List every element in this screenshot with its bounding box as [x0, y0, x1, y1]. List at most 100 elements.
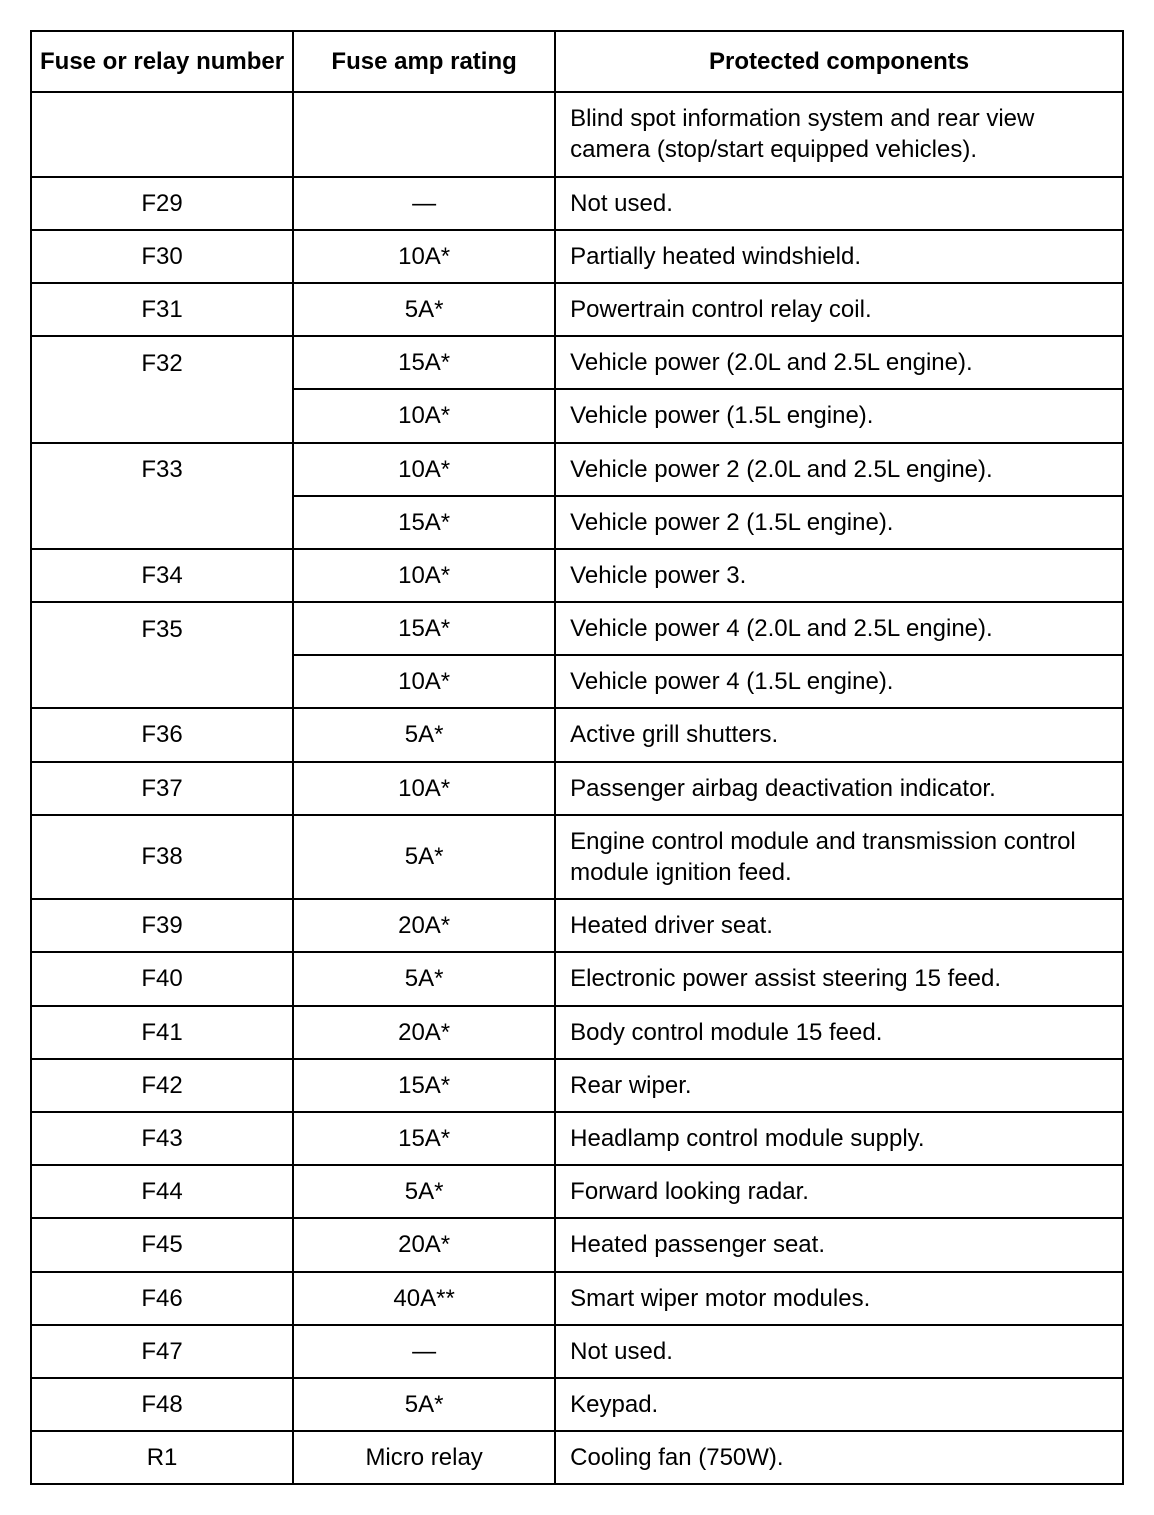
- cell-component: Vehicle power 4 (2.0L and 2.5L engine).: [555, 602, 1123, 655]
- cell-fuse: [31, 496, 293, 549]
- table-row: F3215A*Vehicle power (2.0L and 2.5L engi…: [31, 336, 1123, 389]
- cell-fuse: F38: [31, 815, 293, 899]
- cell-rating: 20A*: [293, 1006, 555, 1059]
- cell-component: Headlamp control module supply.: [555, 1112, 1123, 1165]
- table-row: F485A*Keypad.: [31, 1378, 1123, 1431]
- table-row: Blind spot information system and rear v…: [31, 92, 1123, 176]
- table-row: F4315A*Headlamp control module supply.: [31, 1112, 1123, 1165]
- table-row: F3010A*Partially heated windshield.: [31, 230, 1123, 283]
- cell-component: Vehicle power 2 (1.5L engine).: [555, 496, 1123, 549]
- cell-component: Rear wiper.: [555, 1059, 1123, 1112]
- cell-rating: 10A*: [293, 389, 555, 442]
- cell-component: Cooling fan (750W).: [555, 1431, 1123, 1484]
- cell-fuse: F32: [31, 336, 293, 389]
- cell-fuse: F46: [31, 1272, 293, 1325]
- col-header-component: Protected components: [555, 31, 1123, 92]
- cell-fuse: F40: [31, 952, 293, 1005]
- table-row: 15A*Vehicle power 2 (1.5L engine).: [31, 496, 1123, 549]
- cell-rating: 15A*: [293, 1059, 555, 1112]
- cell-fuse: F35: [31, 602, 293, 655]
- cell-component: Body control module 15 feed.: [555, 1006, 1123, 1059]
- cell-component: Vehicle power 3.: [555, 549, 1123, 602]
- cell-fuse: F33: [31, 443, 293, 496]
- table-row: F405A*Electronic power assist steering 1…: [31, 952, 1123, 1005]
- col-header-fuse: Fuse or relay number: [31, 31, 293, 92]
- cell-component: Vehicle power (2.0L and 2.5L engine).: [555, 336, 1123, 389]
- cell-component: Vehicle power 4 (1.5L engine).: [555, 655, 1123, 708]
- table-row: F3710A*Passenger airbag deactivation ind…: [31, 762, 1123, 815]
- cell-rating: 10A*: [293, 230, 555, 283]
- cell-fuse: F30: [31, 230, 293, 283]
- cell-component: Active grill shutters.: [555, 708, 1123, 761]
- cell-component: Partially heated windshield.: [555, 230, 1123, 283]
- cell-rating: [293, 92, 555, 176]
- table-row: F3515A*Vehicle power 4 (2.0L and 2.5L en…: [31, 602, 1123, 655]
- cell-component: Vehicle power (1.5L engine).: [555, 389, 1123, 442]
- cell-fuse: F43: [31, 1112, 293, 1165]
- table-row: F385A*Engine control module and transmis…: [31, 815, 1123, 899]
- cell-rating: 5A*: [293, 1378, 555, 1431]
- cell-rating: Micro relay: [293, 1431, 555, 1484]
- cell-rating: —: [293, 1325, 555, 1378]
- cell-rating: 40A**: [293, 1272, 555, 1325]
- table-row: F3310A*Vehicle power 2 (2.0L and 2.5L en…: [31, 443, 1123, 496]
- cell-fuse: [31, 92, 293, 176]
- cell-fuse: [31, 655, 293, 708]
- cell-component: Electronic power assist steering 15 feed…: [555, 952, 1123, 1005]
- cell-rating: —: [293, 177, 555, 230]
- table-row: F4215A*Rear wiper.: [31, 1059, 1123, 1112]
- table-row: F4640A**Smart wiper motor modules.: [31, 1272, 1123, 1325]
- cell-fuse: F36: [31, 708, 293, 761]
- fuse-table: Fuse or relay number Fuse amp rating Pro…: [30, 30, 1124, 1485]
- cell-rating: 5A*: [293, 283, 555, 336]
- cell-rating: 5A*: [293, 708, 555, 761]
- cell-rating: 20A*: [293, 899, 555, 952]
- cell-fuse: [31, 389, 293, 442]
- cell-component: Not used.: [555, 1325, 1123, 1378]
- table-row: F365A*Active grill shutters.: [31, 708, 1123, 761]
- cell-rating: 15A*: [293, 602, 555, 655]
- table-row: R1Micro relayCooling fan (750W).: [31, 1431, 1123, 1484]
- cell-component: Engine control module and transmission c…: [555, 815, 1123, 899]
- cell-rating: 5A*: [293, 952, 555, 1005]
- cell-rating: 10A*: [293, 443, 555, 496]
- cell-component: Passenger airbag deactivation indicator.: [555, 762, 1123, 815]
- cell-fuse: F48: [31, 1378, 293, 1431]
- cell-fuse: F41: [31, 1006, 293, 1059]
- cell-component: Heated driver seat.: [555, 899, 1123, 952]
- cell-rating: 5A*: [293, 1165, 555, 1218]
- cell-fuse: F44: [31, 1165, 293, 1218]
- table-row: F4520A*Heated passenger seat.: [31, 1218, 1123, 1271]
- cell-fuse: F31: [31, 283, 293, 336]
- table-row: 10A*Vehicle power (1.5L engine).: [31, 389, 1123, 442]
- cell-rating: 10A*: [293, 762, 555, 815]
- table-row: 10A*Vehicle power 4 (1.5L engine).: [31, 655, 1123, 708]
- cell-component: Forward looking radar.: [555, 1165, 1123, 1218]
- col-header-rating: Fuse amp rating: [293, 31, 555, 92]
- cell-component: Vehicle power 2 (2.0L and 2.5L engine).: [555, 443, 1123, 496]
- cell-component: Blind spot information system and rear v…: [555, 92, 1123, 176]
- table-row: F315A*Powertrain control relay coil.: [31, 283, 1123, 336]
- table-row: F47—Not used.: [31, 1325, 1123, 1378]
- table-row: F29—Not used.: [31, 177, 1123, 230]
- table-row: F445A*Forward looking radar.: [31, 1165, 1123, 1218]
- cell-rating: 15A*: [293, 1112, 555, 1165]
- cell-component: Keypad.: [555, 1378, 1123, 1431]
- cell-fuse: F29: [31, 177, 293, 230]
- table-row: F4120A*Body control module 15 feed.: [31, 1006, 1123, 1059]
- table-row: F3410A*Vehicle power 3.: [31, 549, 1123, 602]
- cell-rating: 15A*: [293, 496, 555, 549]
- cell-component: Heated passenger seat.: [555, 1218, 1123, 1271]
- table-row: F3920A*Heated driver seat.: [31, 899, 1123, 952]
- cell-fuse: F34: [31, 549, 293, 602]
- cell-rating: 10A*: [293, 549, 555, 602]
- cell-fuse: R1: [31, 1431, 293, 1484]
- cell-component: Not used.: [555, 177, 1123, 230]
- cell-rating: 15A*: [293, 336, 555, 389]
- cell-fuse: F39: [31, 899, 293, 952]
- cell-rating: 20A*: [293, 1218, 555, 1271]
- cell-fuse: F37: [31, 762, 293, 815]
- cell-fuse: F47: [31, 1325, 293, 1378]
- cell-fuse: F42: [31, 1059, 293, 1112]
- cell-component: Powertrain control relay coil.: [555, 283, 1123, 336]
